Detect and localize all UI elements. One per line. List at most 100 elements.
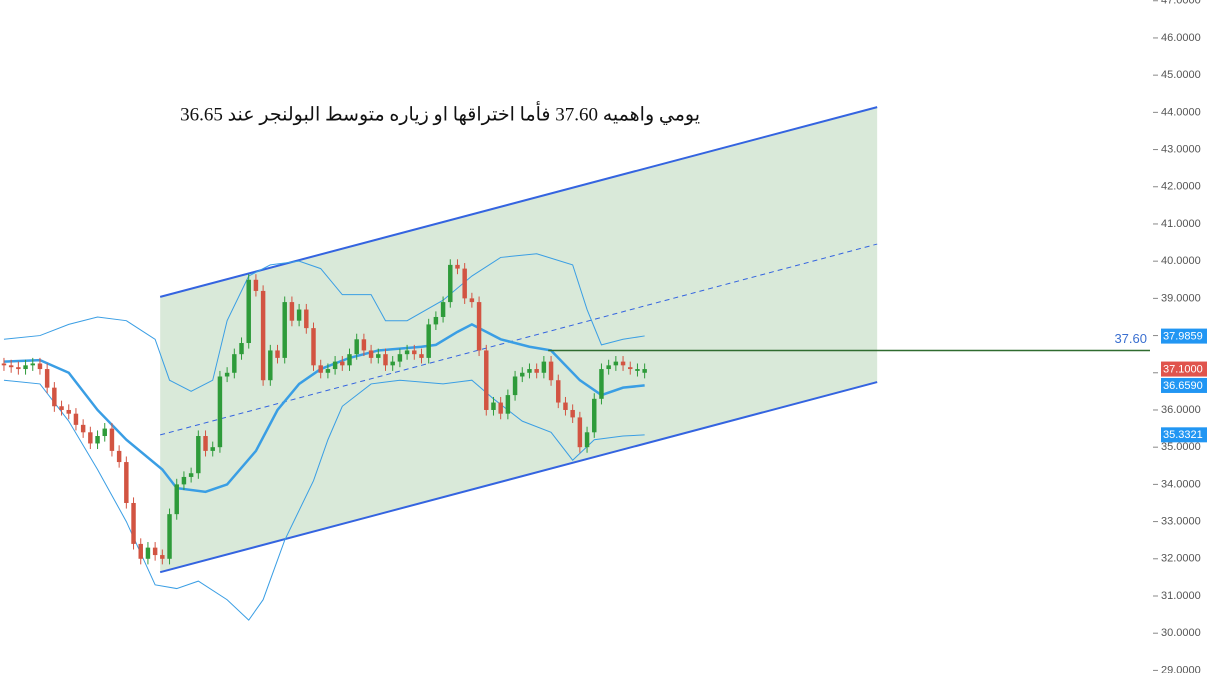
channel-middle bbox=[160, 243, 878, 436]
candle-body bbox=[80, 424, 86, 433]
candle-body bbox=[455, 264, 460, 269]
price-axis: 29.0000 30.0000 31.0000 32.0000 33.0000 34.00… bbox=[1153, 0, 1207, 676]
candle-body bbox=[376, 354, 381, 358]
candle-body bbox=[592, 398, 597, 433]
candle-body bbox=[44, 369, 50, 388]
y-tick-label: 44.0000 bbox=[1161, 106, 1201, 118]
candle-body bbox=[628, 367, 633, 370]
candle-body bbox=[181, 476, 187, 485]
candle-body bbox=[354, 339, 359, 355]
candle-body bbox=[620, 361, 626, 366]
candle-body bbox=[469, 298, 475, 303]
y-tick-label: 45.0000 bbox=[1161, 69, 1201, 81]
price-tag-label: 37.9859 bbox=[1163, 331, 1203, 343]
y-tick-label: 39.0000 bbox=[1161, 292, 1201, 304]
candle-body bbox=[520, 372, 525, 377]
candle-body bbox=[37, 363, 43, 370]
candle-body bbox=[246, 279, 251, 344]
candle-body bbox=[433, 316, 439, 325]
candle-body bbox=[541, 361, 547, 373]
candle-body bbox=[268, 350, 273, 381]
y-tick-label: 32.0000 bbox=[1161, 553, 1201, 565]
candle-body bbox=[282, 302, 287, 358]
candle-body bbox=[311, 328, 316, 366]
candle-body bbox=[124, 462, 129, 503]
level-layer: 37.60 bbox=[548, 331, 1150, 352]
candle-body bbox=[584, 432, 590, 448]
candle-body bbox=[440, 302, 446, 317]
bollinger-upper bbox=[3, 253, 645, 392]
candle-body bbox=[224, 372, 230, 377]
candle-body bbox=[534, 369, 539, 373]
candle-body bbox=[188, 473, 194, 477]
candle-body bbox=[95, 436, 100, 444]
candle-body bbox=[505, 395, 511, 414]
candle-body bbox=[52, 387, 57, 407]
candle-body bbox=[642, 369, 647, 373]
candle-body bbox=[332, 361, 338, 370]
price-tag-label: 37.1000 bbox=[1163, 363, 1203, 375]
candle-body bbox=[196, 436, 201, 474]
candle-body bbox=[606, 365, 611, 370]
candle-body bbox=[347, 354, 352, 366]
price-tag bbox=[1161, 361, 1207, 377]
level-label: 37.60 bbox=[1114, 331, 1147, 346]
price-tag bbox=[1161, 328, 1207, 344]
candle-body bbox=[73, 413, 79, 425]
candle-body bbox=[138, 543, 143, 559]
candle-body bbox=[570, 409, 575, 418]
candle-body bbox=[253, 279, 259, 291]
candle-body bbox=[152, 547, 158, 556]
candle-body bbox=[412, 350, 417, 355]
candle-body bbox=[59, 406, 64, 410]
candle-body bbox=[160, 555, 165, 559]
candle-body bbox=[476, 302, 482, 351]
candle-body bbox=[527, 369, 532, 373]
candle-body bbox=[512, 376, 518, 396]
y-tick-label: 40.0000 bbox=[1161, 255, 1201, 267]
y-tick-label: 30.0000 bbox=[1161, 627, 1201, 639]
candle-body bbox=[8, 365, 14, 368]
candle-body bbox=[325, 369, 331, 373]
candle-body bbox=[239, 343, 244, 355]
channel-layer bbox=[159, 106, 878, 574]
candle-body bbox=[88, 432, 93, 444]
candle-body bbox=[66, 409, 71, 414]
y-tick-label: 43.0000 bbox=[1161, 143, 1201, 155]
candle-body bbox=[318, 365, 323, 373]
y-tick-label: 35.0000 bbox=[1161, 441, 1201, 453]
y-tick-label: 29.0000 bbox=[1161, 664, 1201, 673]
y-tick-label: 34.0000 bbox=[1161, 478, 1201, 490]
candle-body bbox=[232, 354, 237, 373]
candle-body bbox=[30, 363, 35, 366]
candle-body bbox=[548, 361, 554, 381]
y-tick-label: 31.0000 bbox=[1161, 590, 1201, 602]
candle-body bbox=[102, 428, 107, 437]
annotation: يومي واهميه 37.60 فأما اختراقها او زياره… bbox=[180, 100, 700, 125]
candle-body bbox=[340, 361, 345, 366]
y-tick-label: 42.0000 bbox=[1161, 181, 1201, 193]
candle-body bbox=[361, 339, 367, 351]
candle-body bbox=[426, 324, 431, 358]
y-tick-label: 33.0000 bbox=[1161, 515, 1201, 527]
candle-body bbox=[275, 350, 280, 358]
candle-body bbox=[563, 402, 568, 410]
candle-body bbox=[289, 302, 295, 321]
candle-body bbox=[368, 350, 374, 358]
y-tick-label: 47.0000 bbox=[1161, 0, 1201, 7]
candle-body bbox=[484, 350, 489, 410]
candle-body bbox=[16, 367, 21, 370]
price-tag-label: 35.3321 bbox=[1163, 429, 1203, 441]
candle-body bbox=[419, 354, 424, 358]
candle-body bbox=[109, 428, 115, 451]
y-tick-label: 46.0000 bbox=[1161, 32, 1201, 44]
candle-body bbox=[397, 354, 403, 362]
candle-body bbox=[613, 361, 619, 366]
candle-body bbox=[577, 417, 583, 448]
candle-body bbox=[167, 514, 172, 559]
candle-body bbox=[599, 369, 604, 399]
candle-body bbox=[1, 363, 7, 366]
y-tick-label: 36.0000 bbox=[1161, 404, 1201, 416]
candle-body bbox=[462, 268, 467, 299]
